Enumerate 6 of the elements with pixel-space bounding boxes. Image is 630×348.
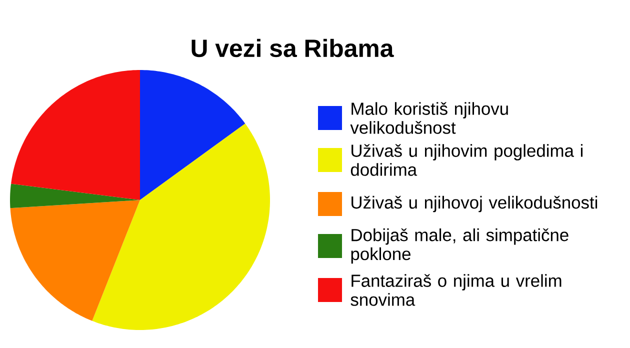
legend-label: Fantaziraš o njima u vrelim snovima: [350, 274, 562, 306]
legend-label: Malo koristiš njihovu velikodušnost: [350, 102, 508, 134]
legend-label: Uživaš u njihovoj velikodušnosti: [352, 196, 598, 212]
chart-title: U vezi sa Ribama: [192, 38, 394, 58]
legend-label: Dobijaš male, ali simpatične poklone: [351, 228, 568, 264]
legend-label: Uživaš u njihovim pogledima i dodirima: [350, 144, 583, 176]
